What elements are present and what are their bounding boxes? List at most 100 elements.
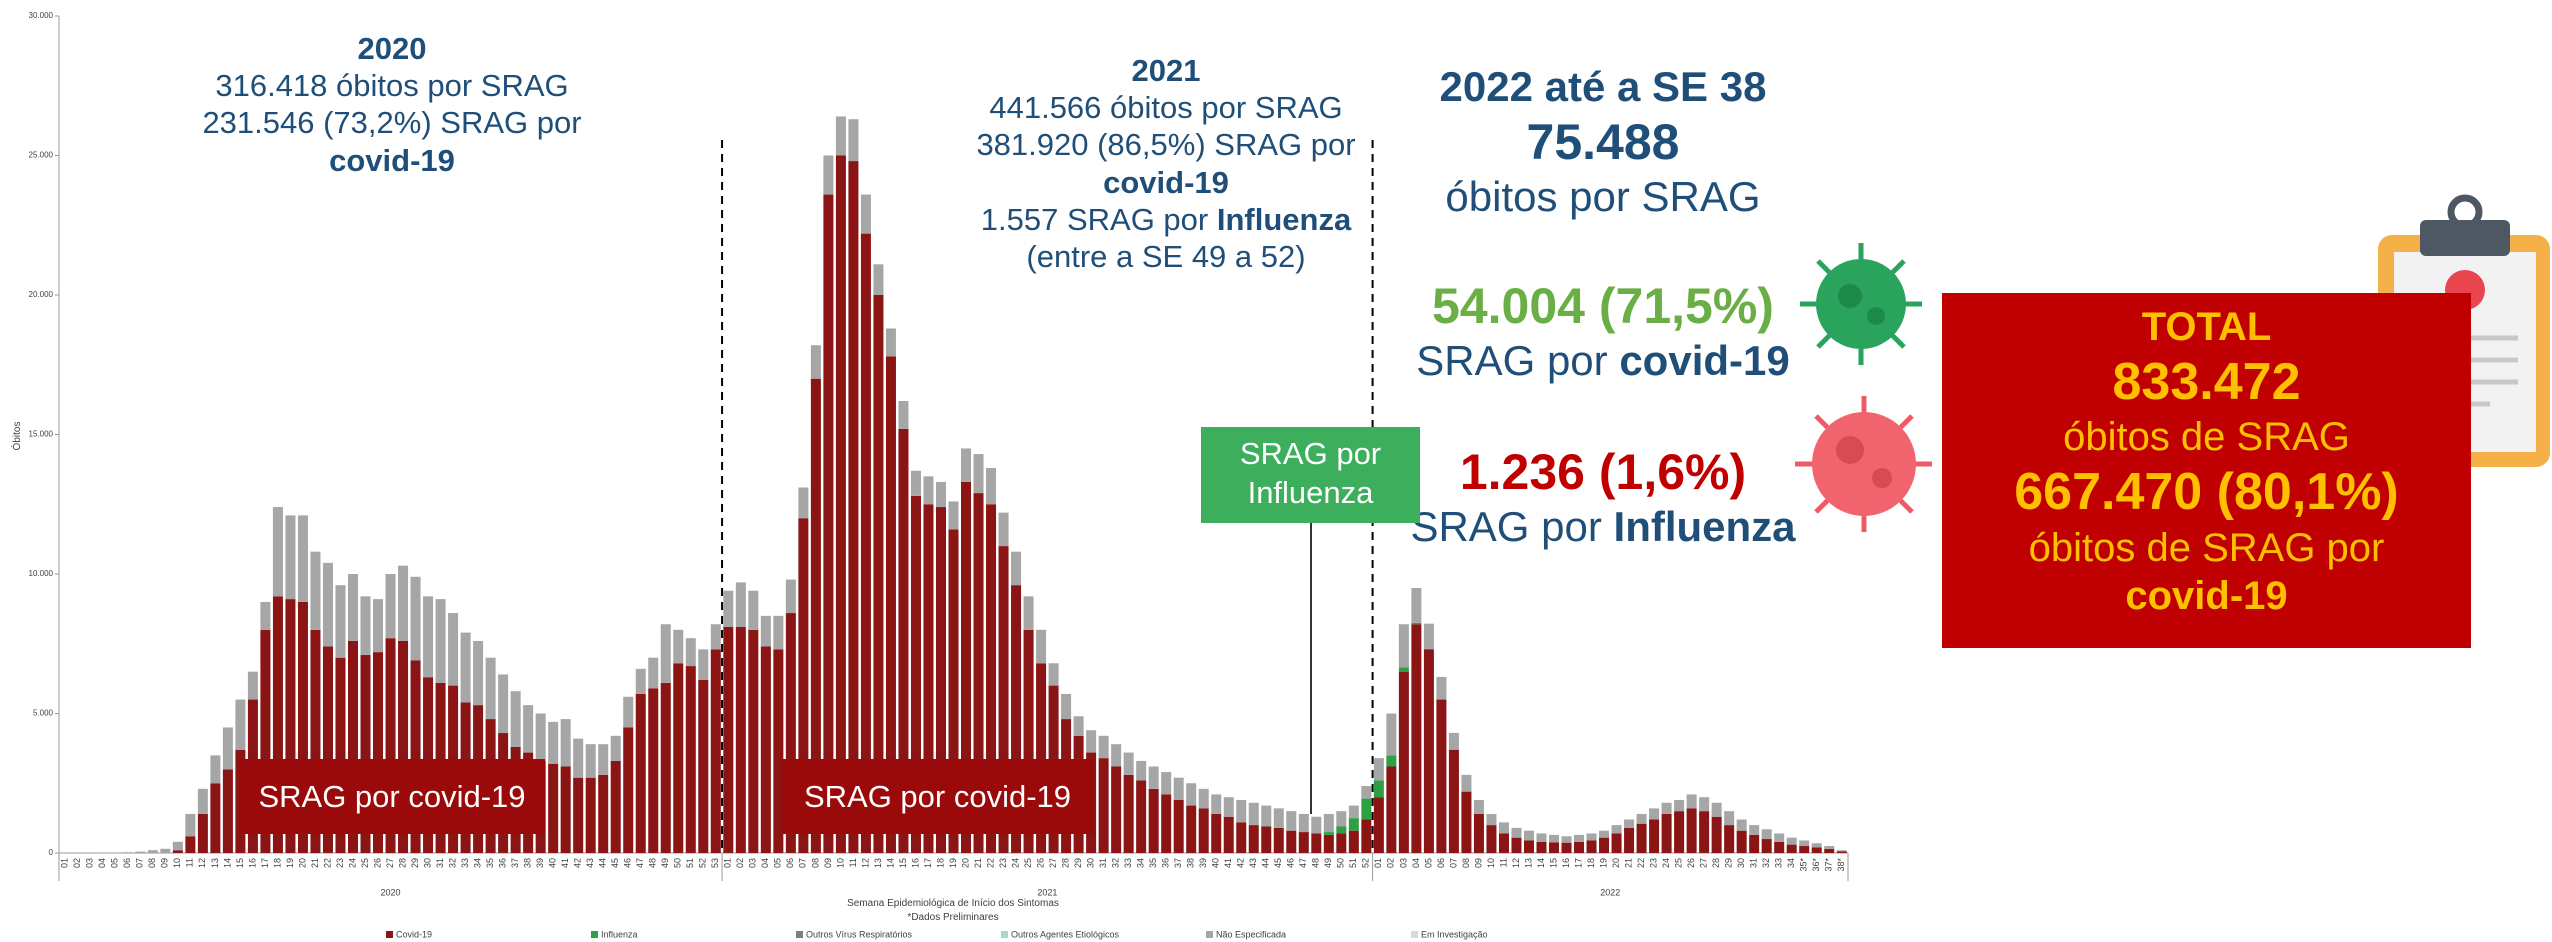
- bar-segment: [1536, 842, 1546, 853]
- x-tick-label: 13: [1523, 858, 1533, 868]
- annotation-line: TOTAL: [1942, 303, 2471, 351]
- x-tick-label: 11: [1498, 858, 1508, 867]
- annotation-text: SRAG por: [1416, 337, 1607, 384]
- x-tick-label: 18: [1586, 858, 1596, 868]
- bar-segment: [948, 501, 958, 529]
- bar-segment: [711, 649, 721, 853]
- x-tick-label: 17: [923, 858, 933, 868]
- x-tick-label: 09: [823, 858, 833, 868]
- x-tick-label: 11: [185, 858, 195, 867]
- x-tick-label: 24: [1010, 858, 1020, 868]
- x-tick-label: 14: [1536, 858, 1546, 868]
- bar-segment: [1699, 797, 1709, 811]
- bar-segment: [974, 454, 984, 493]
- x-tick-label: 47: [1298, 858, 1308, 868]
- x-tick-label: 17: [260, 858, 270, 868]
- bar-segment: [1424, 649, 1434, 650]
- bar-segment: [1687, 794, 1697, 808]
- bar-segment: [1399, 624, 1409, 667]
- bar-segment: [1136, 780, 1146, 853]
- x-tick-label: 40: [548, 858, 558, 868]
- x-tick-label: 18: [272, 858, 282, 868]
- bar-segment: [661, 624, 671, 683]
- bar-segment: [1812, 843, 1822, 847]
- bar-segment: [1036, 630, 1046, 663]
- bar-segment: [1349, 831, 1359, 853]
- bar-segment: [536, 714, 546, 761]
- bar-segment: [1724, 825, 1734, 853]
- x-tick-label: 16: [910, 858, 920, 868]
- bar-segment: [1549, 835, 1559, 843]
- bar-segment: [1524, 840, 1534, 853]
- bar-segment: [1712, 803, 1722, 817]
- x-tick-label: 52: [1361, 858, 1371, 868]
- annotation-line: 1.557 SRAG por Influenza: [916, 201, 1416, 238]
- bar-segment: [248, 672, 258, 700]
- bar-segment: [848, 161, 858, 853]
- bar-segment: [1449, 733, 1459, 750]
- bar-segment: [1737, 820, 1747, 831]
- bar-segment: [1311, 833, 1321, 853]
- bar-segment: [1824, 846, 1834, 849]
- x-tick-label: 03: [1398, 858, 1408, 868]
- y-tick-label: 0: [49, 848, 54, 857]
- x-tick-label: 35*: [1799, 858, 1809, 872]
- bar-segment: [160, 849, 170, 853]
- x-tick-label: 05: [773, 858, 783, 868]
- annotation-text: SRAG por: [1410, 503, 1601, 550]
- bar-segment: [1236, 822, 1246, 853]
- bar-segment: [1587, 833, 1597, 840]
- bar-segment: [961, 448, 971, 481]
- label-covid-2020: SRAG por covid-19: [239, 759, 545, 834]
- bar-segment: [1324, 832, 1334, 835]
- x-tick-label: 21: [973, 858, 983, 868]
- bar-segment: [611, 736, 621, 761]
- bar-segment: [636, 694, 646, 853]
- bar-segment: [1474, 814, 1484, 853]
- bar-segment: [1424, 624, 1434, 649]
- x-tick-label: 30: [1085, 858, 1095, 868]
- bar-segment: [1574, 835, 1584, 842]
- annotation-line: covid-19: [192, 142, 592, 179]
- x-tick-label: 10: [1486, 858, 1496, 868]
- bar-segment: [1536, 833, 1546, 841]
- x-tick-label: 37: [1173, 858, 1183, 868]
- bar-segment: [473, 641, 483, 705]
- bar-segment: [335, 585, 345, 658]
- bar-segment: [1612, 833, 1622, 853]
- bar-segment: [786, 580, 796, 613]
- bar-segment: [1336, 826, 1346, 833]
- y-tick-label: 10.000: [29, 569, 54, 578]
- bar-segment: [1511, 838, 1521, 853]
- bar-segment: [986, 468, 996, 504]
- x-tick-label: 08: [810, 858, 820, 868]
- legend-label: Em Investigação: [1421, 929, 1488, 939]
- x-tick-label: 13: [210, 858, 220, 868]
- bar-segment: [1411, 588, 1421, 623]
- legend-swatch: [1411, 931, 1418, 938]
- x-tick-label: 53: [710, 858, 720, 868]
- x-tick-label: 38: [523, 858, 533, 868]
- bar-segment: [1837, 851, 1847, 853]
- bar-segment: [1286, 811, 1296, 831]
- bar-segment: [911, 471, 921, 496]
- bar-segment: [1499, 822, 1509, 833]
- bar-segment: [1211, 794, 1221, 814]
- bar-segment: [861, 195, 871, 234]
- bar-segment: [1136, 761, 1146, 781]
- x-tick-label: 04: [97, 858, 107, 868]
- x-tick-label: 26: [372, 858, 382, 868]
- x-tick-label: 33: [1774, 858, 1784, 868]
- bar-segment: [811, 345, 821, 378]
- bar-segment: [1149, 789, 1159, 853]
- annotation-line: óbitos de SRAG por: [1942, 524, 2471, 572]
- x-tick-label: 35: [485, 858, 495, 868]
- bar-segment: [523, 705, 533, 752]
- y-tick-label: 30.000: [29, 11, 54, 20]
- bar-segment: [1186, 806, 1196, 853]
- x-tick-label: 23: [1648, 858, 1658, 868]
- bar-segment: [498, 674, 508, 733]
- x-tick-label: 22: [985, 858, 995, 868]
- bar-segment: [1812, 847, 1822, 853]
- bar-segment: [1224, 797, 1234, 817]
